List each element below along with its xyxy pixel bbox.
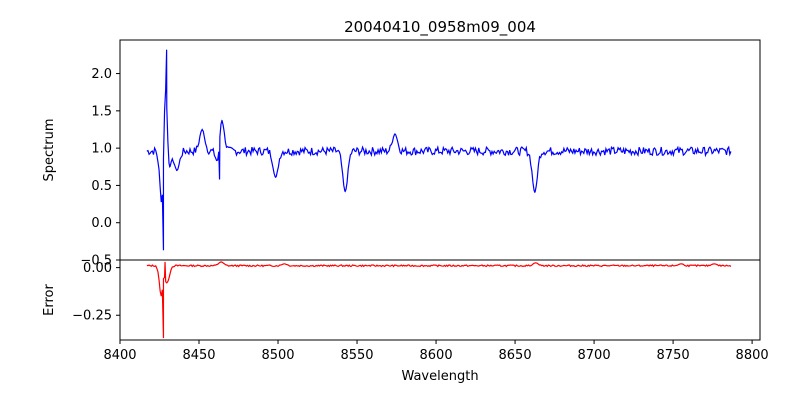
y-tick-label: −0.25 (72, 309, 112, 324)
error-series-line (146, 261, 732, 339)
spectrum-series-line (146, 49, 732, 251)
x-tick-label: 8550 (340, 348, 373, 363)
error-panel: 0.00 −0.25 8400 8450 8500 8550 8600 8650 8700 87… (42, 259, 769, 384)
x-tick-label: 8500 (261, 348, 294, 363)
error-y-label: Error (42, 284, 57, 316)
x-tick-label: 8600 (420, 348, 453, 363)
y-tick-label: −0.5 (80, 254, 112, 269)
chart-title: 20040410_0958m09_004 (344, 18, 536, 37)
error-y-axis: 0.00 −0.25 (72, 261, 120, 324)
x-axis-label: Wavelength (401, 369, 478, 384)
x-tick-label: 8750 (657, 348, 690, 363)
x-tick-label: 8650 (499, 348, 532, 363)
error-plot-frame (119, 259, 761, 341)
spectrum-y-label: Spectrum (42, 119, 57, 182)
y-tick-label: 1.0 (91, 142, 112, 157)
y-tick-label: 0.0 (91, 216, 112, 231)
x-tick-label: 8800 (736, 348, 769, 363)
x-tick-label: 8700 (578, 348, 611, 363)
x-tick-label: 8400 (103, 348, 136, 363)
y-tick-label: 0.00 (83, 261, 112, 276)
spectrum-panel: −0.5 0.0 0.5 1.0 1.5 2.0 Spectrum (42, 39, 761, 269)
x-axis: 8400 8450 8500 8550 8600 8650 8700 8750 8800 (103, 340, 769, 363)
spectrum-plot-frame (119, 39, 761, 261)
y-tick-label: 2.0 (91, 67, 112, 82)
spectrum-y-axis: −0.5 0.0 0.5 1.0 1.5 2.0 (80, 67, 120, 269)
y-tick-label: 0.5 (91, 179, 112, 194)
y-tick-label: 1.5 (91, 104, 112, 119)
x-tick-label: 8450 (182, 348, 215, 363)
